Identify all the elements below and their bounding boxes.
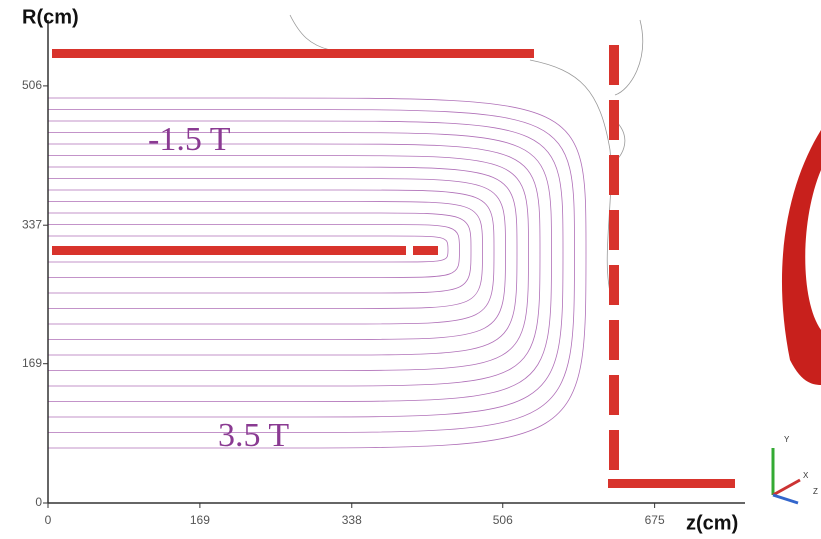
x-tick-label: 338 [342, 513, 362, 527]
gizmo-label: X [803, 471, 809, 480]
y-tick-label: 169 [22, 356, 42, 370]
coil [609, 265, 619, 305]
x-tick-label: 0 [45, 513, 52, 527]
coil [608, 479, 735, 488]
coil-3d [782, 130, 821, 385]
y-axis-label: R(cm) [22, 6, 79, 28]
field-line [610, 20, 643, 165]
x-tick-label: 169 [190, 513, 210, 527]
annotation: 3.5 T [218, 417, 289, 454]
coil [609, 210, 619, 250]
gizmo-z [773, 495, 798, 503]
coil [609, 375, 619, 415]
x-axis-label: z(cm) [686, 512, 738, 534]
field-lines [48, 15, 643, 448]
field-line [48, 167, 517, 355]
coil [413, 246, 438, 255]
coil [52, 246, 406, 255]
x-tick-label: 675 [645, 513, 665, 527]
y-tick-label: 506 [22, 78, 42, 92]
y-tick-label: 0 [35, 495, 42, 509]
field-line [48, 121, 563, 417]
x-tick-label: 506 [493, 513, 513, 527]
field-line [48, 190, 494, 324]
field-line [48, 156, 529, 371]
axis-gizmo: Y X Z [773, 435, 818, 503]
coil [609, 320, 619, 360]
gizmo-x [773, 480, 800, 495]
field-line [48, 110, 575, 433]
coil [609, 155, 619, 195]
figure: R(cm) z(cm) -1.5 T 3.5 T Y X Z 0 169 338 50… [0, 0, 821, 539]
y-tick-label: 337 [22, 217, 42, 231]
annotation: -1.5 T [148, 121, 231, 158]
coil [609, 430, 619, 470]
gizmo-label: Y [784, 435, 790, 444]
coil [609, 45, 619, 85]
coil [52, 49, 534, 58]
coil [609, 100, 619, 140]
gizmo-label: Z [813, 487, 818, 496]
